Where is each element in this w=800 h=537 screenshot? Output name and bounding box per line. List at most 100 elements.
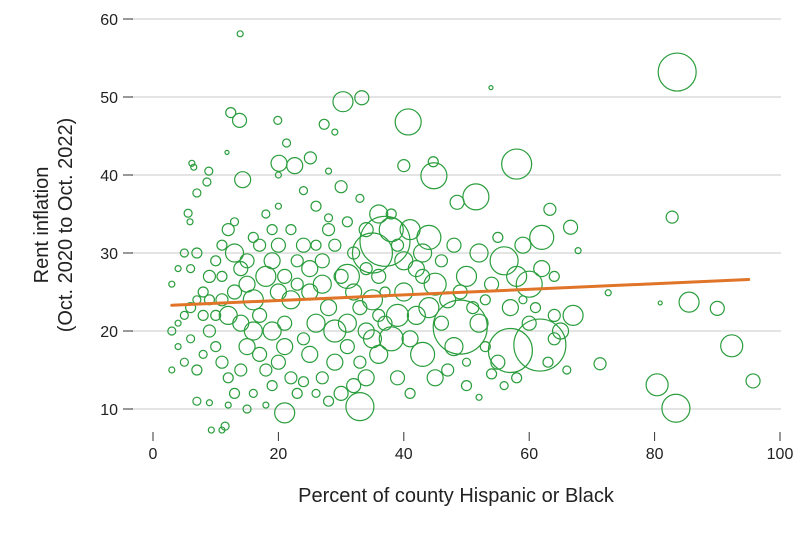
data-point bbox=[745, 373, 761, 389]
data-point bbox=[301, 260, 319, 278]
x-tick-label: 40 bbox=[395, 446, 413, 463]
data-point bbox=[501, 148, 533, 180]
data-point bbox=[410, 341, 436, 367]
data-point bbox=[242, 289, 264, 311]
data-point bbox=[247, 231, 259, 243]
data-point bbox=[406, 305, 426, 325]
data-point bbox=[274, 402, 296, 424]
data-point bbox=[337, 313, 357, 333]
y-tick-label: 40 bbox=[100, 168, 118, 185]
data-point bbox=[303, 151, 317, 165]
data-point bbox=[285, 224, 297, 236]
data-point bbox=[390, 238, 405, 252]
y-axis-title-line-2: (Oct. 2020 to Oct. 2022) bbox=[55, 118, 77, 333]
x-tick-label: 80 bbox=[646, 446, 664, 463]
data-point bbox=[270, 354, 286, 370]
data-point bbox=[192, 396, 202, 406]
data-point bbox=[239, 253, 255, 269]
data-point bbox=[397, 159, 411, 173]
data-point bbox=[284, 371, 298, 385]
data-point bbox=[210, 309, 222, 321]
data-point bbox=[466, 301, 480, 315]
data-point bbox=[229, 217, 240, 227]
data-point bbox=[238, 338, 256, 356]
data-point bbox=[529, 224, 555, 250]
data-point bbox=[186, 218, 194, 226]
data-point bbox=[238, 275, 256, 293]
data-point bbox=[378, 217, 404, 243]
data-point bbox=[226, 284, 243, 300]
data-point bbox=[262, 401, 270, 409]
data-point bbox=[232, 314, 250, 332]
data-point bbox=[236, 30, 244, 38]
data-point bbox=[298, 186, 309, 196]
y-axis-title-line-1: Rent inflation bbox=[31, 167, 53, 284]
data-point bbox=[331, 128, 339, 136]
data-point bbox=[357, 369, 375, 387]
data-point bbox=[489, 246, 519, 276]
data-point bbox=[210, 341, 222, 353]
data-point bbox=[427, 156, 439, 168]
data-point bbox=[661, 393, 691, 423]
data-point bbox=[347, 246, 361, 260]
data-point bbox=[323, 213, 334, 223]
data-point bbox=[355, 193, 365, 203]
data-point bbox=[311, 388, 321, 398]
y-axis-title: Rent inflation (Oct. 2020 to Oct. 2022) bbox=[31, 118, 77, 333]
data-point bbox=[324, 167, 333, 175]
data-point bbox=[542, 356, 554, 368]
data-point bbox=[490, 354, 506, 370]
data-point bbox=[358, 222, 374, 238]
data-point bbox=[483, 276, 500, 292]
data-point bbox=[248, 388, 258, 398]
data-point bbox=[188, 159, 196, 167]
data-point bbox=[207, 426, 215, 434]
data-point bbox=[709, 300, 725, 316]
data-point bbox=[318, 118, 330, 130]
data-point bbox=[678, 291, 700, 313]
data-point bbox=[511, 372, 523, 384]
data-point bbox=[357, 322, 375, 340]
data-point bbox=[720, 334, 744, 358]
data-point bbox=[321, 223, 336, 237]
data-point bbox=[548, 270, 560, 282]
data-point bbox=[290, 277, 304, 291]
trendline-group bbox=[170, 278, 751, 307]
data-point bbox=[179, 357, 189, 367]
data-point bbox=[593, 357, 607, 371]
data-point bbox=[469, 243, 489, 263]
data-point bbox=[281, 138, 292, 148]
data-point bbox=[513, 318, 567, 372]
data-point bbox=[341, 216, 353, 228]
data-point bbox=[215, 293, 229, 307]
data-point bbox=[179, 248, 189, 258]
data-point bbox=[485, 368, 498, 380]
data-point bbox=[359, 262, 373, 276]
data-point bbox=[521, 315, 537, 331]
data-point bbox=[220, 421, 230, 431]
data-point bbox=[270, 237, 286, 253]
data-point bbox=[224, 401, 232, 409]
data-point bbox=[441, 363, 455, 377]
data-point bbox=[216, 270, 228, 282]
data-point bbox=[204, 166, 214, 176]
data-point bbox=[306, 313, 326, 333]
data-points bbox=[167, 30, 761, 434]
data-point bbox=[394, 251, 414, 271]
data-point bbox=[423, 272, 447, 296]
data-point bbox=[168, 366, 176, 374]
data-point bbox=[197, 309, 209, 321]
data-point bbox=[475, 393, 483, 401]
data-point bbox=[415, 268, 431, 284]
data-point bbox=[286, 157, 304, 175]
x-tick-label: 60 bbox=[520, 446, 538, 463]
data-point bbox=[315, 371, 329, 385]
y-tick-label: 50 bbox=[100, 90, 118, 107]
data-point bbox=[418, 297, 440, 319]
x-axis: 0 20 40 60 80 100 bbox=[149, 432, 793, 463]
data-point bbox=[479, 341, 491, 353]
data-point bbox=[354, 90, 370, 106]
data-point bbox=[231, 112, 248, 129]
data-point bbox=[604, 289, 612, 297]
data-point bbox=[488, 85, 494, 91]
